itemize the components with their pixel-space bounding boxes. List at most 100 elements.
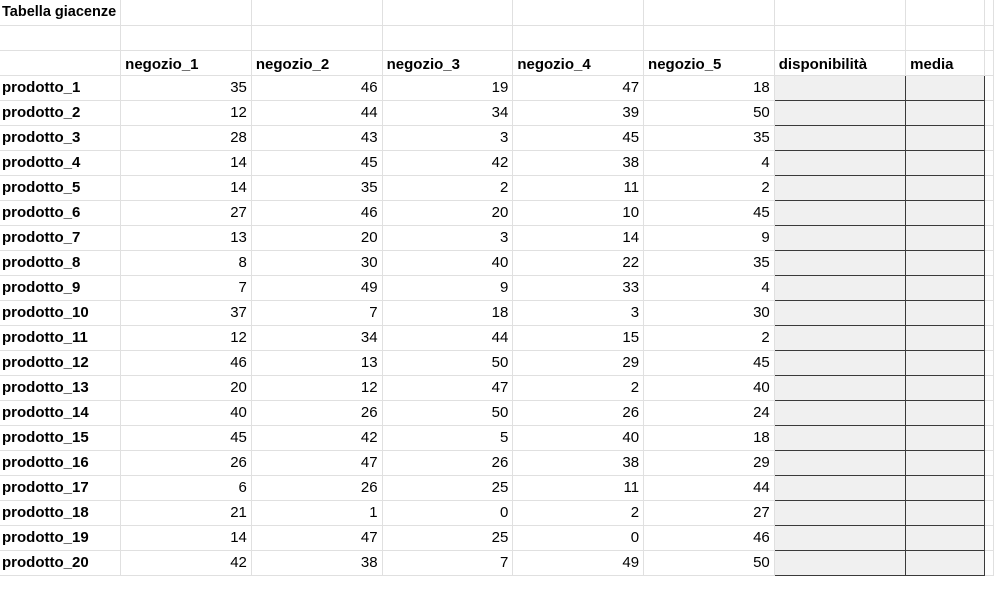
value-cell[interactable]: 49 <box>512 550 645 576</box>
availability-cell[interactable] <box>773 374 907 401</box>
cell[interactable] <box>984 400 994 426</box>
cell[interactable] <box>984 125 994 151</box>
value-cell[interactable]: 45 <box>512 125 645 151</box>
average-cell[interactable] <box>905 274 985 301</box>
value-cell[interactable]: 11 <box>512 475 645 501</box>
value-cell[interactable]: 46 <box>251 75 383 101</box>
cell[interactable] <box>512 25 645 51</box>
average-cell[interactable] <box>905 174 985 201</box>
value-cell[interactable]: 1 <box>251 500 383 526</box>
row-label[interactable]: prodotto_2 <box>0 100 122 126</box>
value-cell[interactable]: 50 <box>382 350 514 376</box>
availability-cell[interactable] <box>773 224 907 251</box>
column-header[interactable]: negozio_1 <box>120 50 252 76</box>
row-label[interactable]: prodotto_11 <box>0 325 122 351</box>
value-cell[interactable]: 24 <box>643 400 775 426</box>
value-cell[interactable]: 29 <box>512 350 645 376</box>
value-cell[interactable]: 42 <box>251 425 383 451</box>
value-cell[interactable]: 47 <box>251 450 383 476</box>
cell[interactable] <box>984 375 994 401</box>
average-cell[interactable] <box>905 74 985 101</box>
cell[interactable] <box>774 0 907 26</box>
cell[interactable] <box>905 0 985 26</box>
value-cell[interactable]: 4 <box>643 275 775 301</box>
value-cell[interactable]: 10 <box>512 200 645 226</box>
cell[interactable] <box>512 0 645 26</box>
value-cell[interactable]: 18 <box>643 75 775 101</box>
value-cell[interactable]: 18 <box>643 425 775 451</box>
column-header[interactable]: negozio_5 <box>643 50 775 76</box>
value-cell[interactable]: 45 <box>643 200 775 226</box>
value-cell[interactable]: 19 <box>382 75 514 101</box>
value-cell[interactable]: 44 <box>251 100 383 126</box>
average-cell[interactable] <box>905 549 985 576</box>
value-cell[interactable]: 8 <box>120 250 252 276</box>
row-label[interactable]: prodotto_16 <box>0 450 122 476</box>
cell[interactable] <box>984 200 994 226</box>
cell[interactable] <box>984 275 994 301</box>
value-cell[interactable]: 46 <box>251 200 383 226</box>
availability-cell[interactable] <box>773 399 907 426</box>
value-cell[interactable]: 42 <box>382 150 514 176</box>
value-cell[interactable]: 11 <box>512 175 645 201</box>
cell[interactable] <box>0 25 122 51</box>
value-cell[interactable]: 12 <box>251 375 383 401</box>
availability-cell[interactable] <box>773 174 907 201</box>
cell[interactable] <box>984 550 994 576</box>
value-cell[interactable]: 26 <box>251 400 383 426</box>
value-cell[interactable]: 14 <box>512 225 645 251</box>
value-cell[interactable]: 47 <box>251 525 383 551</box>
value-cell[interactable]: 13 <box>120 225 252 251</box>
cell[interactable] <box>984 475 994 501</box>
value-cell[interactable]: 50 <box>643 550 775 576</box>
value-cell[interactable]: 3 <box>512 300 645 326</box>
value-cell[interactable]: 7 <box>251 300 383 326</box>
value-cell[interactable]: 21 <box>120 500 252 526</box>
column-header[interactable]: negozio_3 <box>382 50 514 76</box>
value-cell[interactable]: 14 <box>120 525 252 551</box>
value-cell[interactable]: 37 <box>120 300 252 326</box>
cell[interactable] <box>251 0 383 26</box>
value-cell[interactable]: 29 <box>643 450 775 476</box>
cell[interactable] <box>643 0 775 26</box>
cell[interactable] <box>382 25 514 51</box>
average-cell[interactable] <box>905 449 985 476</box>
cell[interactable] <box>984 300 994 326</box>
cell[interactable] <box>984 250 994 276</box>
value-cell[interactable]: 34 <box>251 325 383 351</box>
value-cell[interactable]: 38 <box>251 550 383 576</box>
cell[interactable] <box>984 450 994 476</box>
cell[interactable] <box>984 525 994 551</box>
value-cell[interactable]: 45 <box>120 425 252 451</box>
average-cell[interactable] <box>905 374 985 401</box>
value-cell[interactable]: 15 <box>512 325 645 351</box>
value-cell[interactable]: 18 <box>382 300 514 326</box>
availability-cell[interactable] <box>773 149 907 176</box>
value-cell[interactable]: 44 <box>643 475 775 501</box>
column-header[interactable]: negozio_4 <box>512 50 645 76</box>
value-cell[interactable]: 33 <box>512 275 645 301</box>
availability-cell[interactable] <box>773 249 907 276</box>
value-cell[interactable]: 42 <box>120 550 252 576</box>
value-cell[interactable]: 2 <box>643 175 775 201</box>
cell[interactable] <box>984 0 994 26</box>
availability-cell[interactable] <box>773 124 907 151</box>
average-cell[interactable] <box>905 424 985 451</box>
value-cell[interactable]: 26 <box>120 450 252 476</box>
value-cell[interactable]: 35 <box>120 75 252 101</box>
value-cell[interactable]: 20 <box>120 375 252 401</box>
value-cell[interactable]: 4 <box>643 150 775 176</box>
average-cell[interactable] <box>905 199 985 226</box>
value-cell[interactable]: 7 <box>120 275 252 301</box>
value-cell[interactable]: 12 <box>120 325 252 351</box>
availability-cell[interactable] <box>773 349 907 376</box>
value-cell[interactable]: 26 <box>512 400 645 426</box>
row-label[interactable]: prodotto_1 <box>0 75 122 101</box>
availability-cell[interactable] <box>773 274 907 301</box>
value-cell[interactable]: 12 <box>120 100 252 126</box>
average-cell[interactable] <box>905 324 985 351</box>
value-cell[interactable]: 38 <box>512 150 645 176</box>
value-cell[interactable]: 3 <box>382 225 514 251</box>
cell[interactable] <box>382 0 514 26</box>
cell[interactable] <box>984 25 994 51</box>
